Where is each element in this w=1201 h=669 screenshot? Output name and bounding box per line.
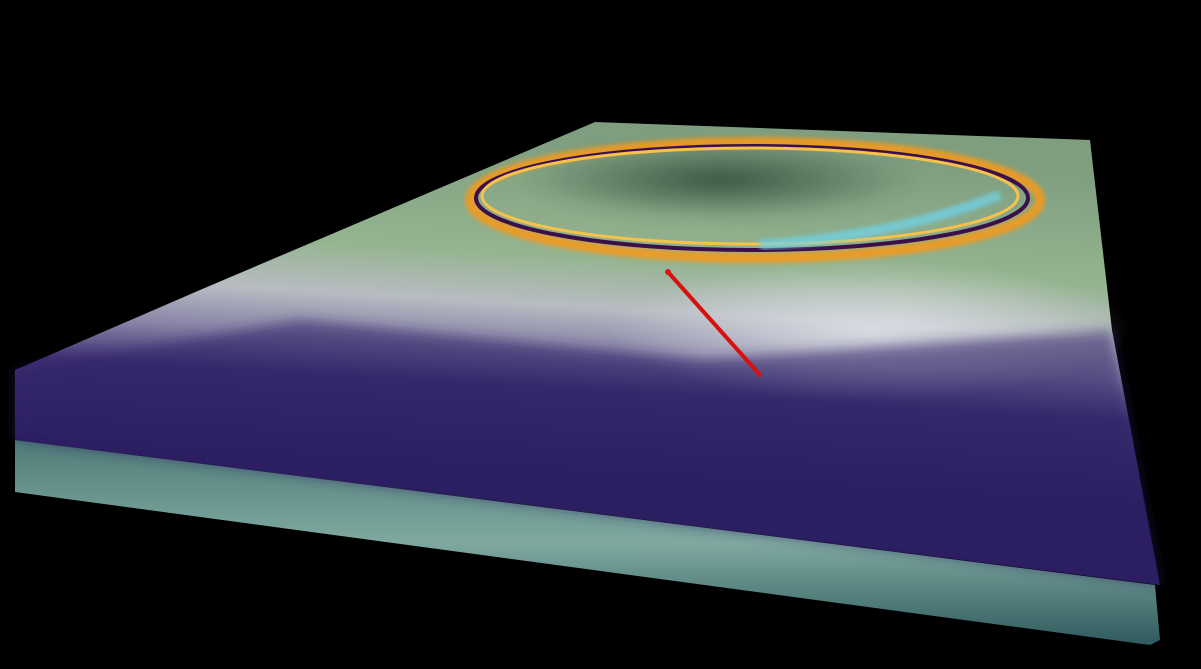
source-point	[665, 269, 671, 275]
render-view	[0, 0, 1201, 669]
page: {}	[0, 0, 1201, 669]
